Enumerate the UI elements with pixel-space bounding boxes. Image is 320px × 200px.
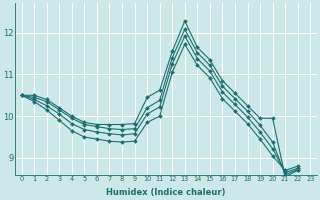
- X-axis label: Humidex (Indice chaleur): Humidex (Indice chaleur): [106, 188, 226, 197]
